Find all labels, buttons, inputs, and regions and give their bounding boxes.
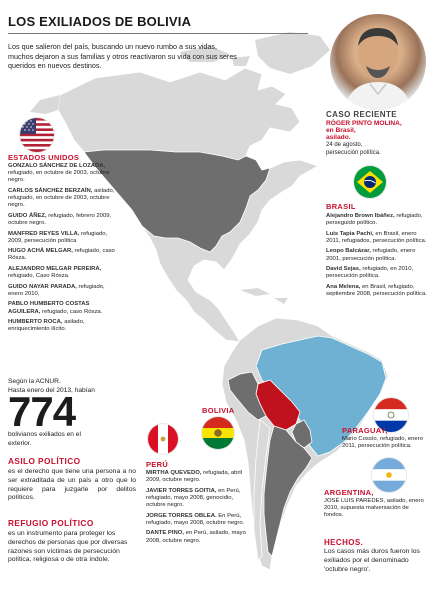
list-item: Leopo Balcázar, refugiado, enero 2001, p… <box>326 248 416 262</box>
brazil-label: BRASIL <box>326 202 356 211</box>
peru-flag-icon <box>148 424 178 454</box>
acnur-line3: bolivianos exiliados en el exterior. <box>8 431 81 447</box>
list-item: GUIDO ÁÑEZ, refugiado, febrero 2009, oct… <box>8 212 112 227</box>
refugio-text: es un instrumento para proteger los dere… <box>8 530 128 564</box>
title-divider <box>8 33 308 34</box>
bolivia-flag-icon <box>202 417 234 449</box>
recent-case-name: RÓGER PINTO MOLINA, <box>326 120 402 127</box>
asilo-text: es el derecho que tiene una persona a no… <box>8 468 136 502</box>
list-item: Ana Melena, en Brasil, refugiado, septie… <box>326 283 427 298</box>
acnur-line1: Según la ACNUR. <box>8 378 61 385</box>
paraguay-flag-icon <box>374 398 408 432</box>
list-item: PABLO HUMBERTO COSTAS AGUILERA, refugiad… <box>8 301 103 315</box>
list-item: JORGE TORRES OBLEA. En Perú, refugiado, … <box>146 512 245 526</box>
intro-text: Los que salieron del país, buscando un n… <box>8 42 237 70</box>
asilo-heading: ASILO POLÍTICO <box>8 456 81 466</box>
list-item: MANFRED REYES VILLA, refugiado, 2009, pe… <box>8 230 108 244</box>
argentina-entry: JOSÉ LUIS PAREDES, asilado, enero 2010, … <box>324 498 424 519</box>
hechos-heading: HECHOS. <box>324 538 364 547</box>
recent-case-line1: en Brasil, <box>326 127 356 134</box>
alaska-region <box>30 95 60 114</box>
acnur-line2: Hasta enero del 2013, habían <box>8 386 95 394</box>
portrait-photo <box>330 14 426 110</box>
list-item: GUIDO NAYAR PARADA, refugiado, enero 201… <box>8 283 105 297</box>
list-item: Alejandro Brown Ibáñez, refugiado, perse… <box>326 213 423 227</box>
paraguay-territory <box>291 419 313 449</box>
portrait-illustration <box>344 28 412 110</box>
exile-count: 774 <box>8 388 76 436</box>
argentina-flag-icon <box>372 458 406 492</box>
brazil-flag-icon <box>354 166 386 198</box>
recent-case-line2: asilado. <box>326 134 351 141</box>
recent-case-detail: 24 de agosto, persecución política. <box>326 142 381 156</box>
paraguay-entry: Mario Cossío, refugiado, enero 2011, per… <box>342 436 423 450</box>
page-title: LOS EXILIADOS DE BOLIVIA <box>8 14 192 29</box>
caribbean-islands <box>240 288 288 304</box>
bolivia-label: BOLIVIA <box>202 406 235 415</box>
usa-label: ESTADOS UNIDOS <box>8 153 80 162</box>
refugio-heading: REFUGIO POLÍTICO <box>8 518 94 528</box>
usa-territory <box>83 149 271 253</box>
list-item: CARLOS SÁNCHEZ BERZAÍN, asilado, refugia… <box>8 187 115 209</box>
hechos-text: Los casos más duros fueron los exiliados… <box>324 548 420 573</box>
usa-flag-icon <box>20 118 54 152</box>
peru-label: PERÚ <box>146 460 169 469</box>
recent-case-heading: CASO RECIENTE <box>326 110 397 119</box>
list-item: HUMBERTO ROCA, asilado, enriquecimiento … <box>8 319 85 333</box>
list-item: JAVIER TORRES GOITIA, en Perú, refugiado… <box>146 487 241 509</box>
argentina-territory <box>263 425 313 557</box>
list-item: ALEJANDRO MELGAR PEREIRA, refugiado, Cas… <box>8 265 102 280</box>
list-item: GONZALO SÁNCHEZ DE LOZADA, refugiado, en… <box>8 163 110 184</box>
list-item: DANTE PINO, en Perú, asilado, mayo 2008,… <box>146 530 246 544</box>
paraguay-label: PARAGUAY, <box>342 426 388 435</box>
argentina-label: ARGENTINA, <box>324 488 374 497</box>
arctic-islands <box>180 46 250 66</box>
list-item: MIRTHA QUEVEDO, refugiada, abril 2009, o… <box>146 470 243 484</box>
list-item: HUGO ACHÁ MELGAR, refugiado, caso Rósza. <box>8 248 115 262</box>
list-item: David Sejas, refugiado, en 2010, persecu… <box>326 266 414 280</box>
chile-territory <box>253 419 271 561</box>
greenland <box>255 32 330 74</box>
list-item: Luis Tapia Pachi, en Brasil, enero 2011,… <box>326 230 427 244</box>
peru-territory <box>227 371 267 421</box>
